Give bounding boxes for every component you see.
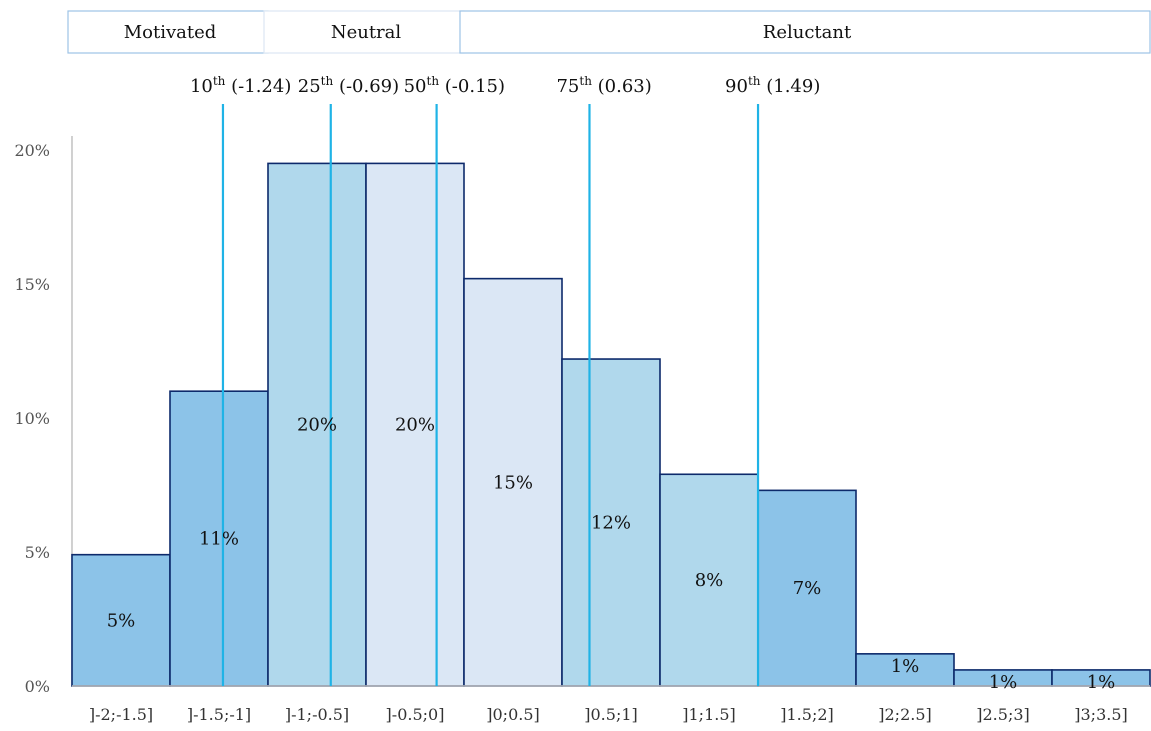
group-box-motivated <box>67 10 269 54</box>
x-tick-label: ]0;0.5] <box>486 705 540 724</box>
percentile-label: 75th (0.63) <box>556 74 651 97</box>
group-label-neutral: Neutral <box>331 22 402 43</box>
group-label-motivated: Motivated <box>124 22 217 43</box>
data-label: 20% <box>297 415 337 436</box>
data-label: 1% <box>891 656 920 677</box>
group-headers: Motivated Neutral Reluctant <box>67 10 1151 54</box>
x-tick-label: ]-0.5;0] <box>386 705 445 724</box>
x-tick-label: ]1.5;2] <box>780 705 834 724</box>
group-box-neutral <box>263 10 465 54</box>
bar <box>561 358 661 687</box>
x-tick-label: ]-1.5;-1] <box>187 705 251 724</box>
y-tick-label: 5% <box>25 543 50 562</box>
x-axis: ]-2;-1.5] ]-1.5;-1] ]-1;-0.5] ]-0.5;0] ]0;0.… <box>72 685 1150 724</box>
data-label: 8% <box>695 570 724 591</box>
data-label: 7% <box>793 578 822 599</box>
group-box-reluctant <box>459 10 1151 54</box>
percentile-label: 90th (1.49) <box>725 74 820 97</box>
data-label: 1% <box>1087 672 1116 693</box>
y-axis: 0% 5% 10% 15% 20% <box>14 136 73 696</box>
percentile-label: 10th (-1.24) <box>190 74 291 97</box>
percentile-label: 50th (-0.15) <box>404 74 505 97</box>
data-label: 5% <box>107 610 136 631</box>
data-label: 11% <box>199 529 239 550</box>
percentile-lines: 10th (-1.24) 25th (-0.69) 50th (-0.15) 75th… <box>190 74 820 686</box>
data-label: 1% <box>989 672 1018 693</box>
x-tick-label: ]3;3.5] <box>1074 705 1128 724</box>
bar <box>463 277 563 687</box>
x-tick-label: ]1;1.5] <box>682 705 736 724</box>
bar <box>267 162 367 687</box>
y-tick-label: 10% <box>14 409 50 428</box>
y-tick-label: 15% <box>14 275 50 294</box>
x-tick-label: ]-2;-1.5] <box>89 705 153 724</box>
group-label-reluctant: Reluctant <box>763 22 852 43</box>
x-tick-label: ]0.5;1] <box>584 705 638 724</box>
data-label: 12% <box>591 513 631 534</box>
y-tick-label: 20% <box>14 141 50 160</box>
percentile-label: 25th (-0.69) <box>298 74 399 97</box>
x-tick-label: ]2.5;3] <box>976 705 1030 724</box>
data-label: 15% <box>493 472 533 493</box>
x-tick-label: ]-1;-0.5] <box>285 705 349 724</box>
bar <box>757 489 857 687</box>
y-tick-label: 0% <box>25 677 50 696</box>
bar <box>659 473 759 687</box>
x-tick-label: ]2;2.5] <box>878 705 932 724</box>
bars <box>71 162 1151 687</box>
data-labels: 5% 11% 20% 20% 15% 12% 8% 7% 1% 1% 1% <box>107 415 1116 693</box>
data-label: 20% <box>395 415 435 436</box>
